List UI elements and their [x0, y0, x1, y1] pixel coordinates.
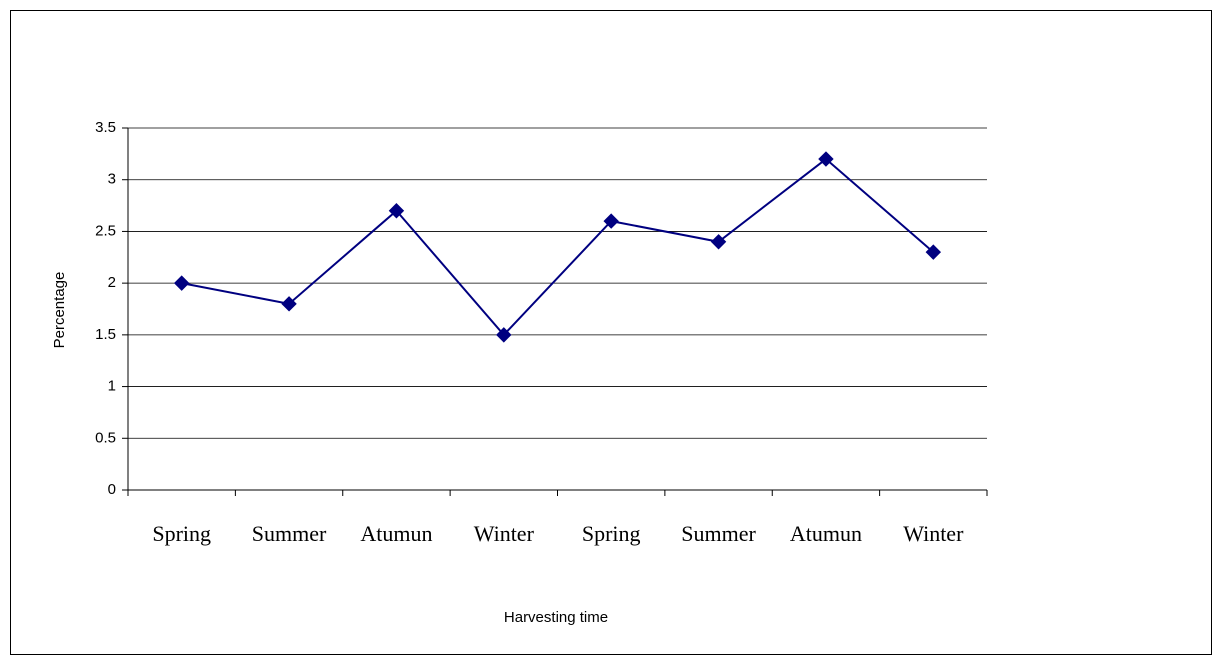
x-tick-label: Summer — [681, 521, 756, 546]
chart-border — [10, 10, 1212, 655]
x-tick-label: Spring — [582, 521, 641, 546]
x-tick-label: Spring — [152, 521, 211, 546]
x-tick-label: Winter — [903, 521, 964, 546]
marker — [388, 203, 405, 219]
marker — [496, 327, 512, 343]
x-tick-label: Winter — [474, 521, 535, 546]
marker — [173, 275, 190, 291]
y-axis-title: Percentage — [51, 272, 68, 349]
y-tick-label: 0.5 — [95, 429, 116, 446]
y-tick-label: 3 — [108, 171, 116, 188]
marker — [925, 244, 942, 260]
y-tick-label: 2.5 — [95, 222, 116, 239]
x-axis-title: Harvesting time — [504, 609, 608, 626]
y-tick-label: 2 — [108, 274, 116, 291]
y-tick-label: 1.5 — [95, 326, 116, 343]
marker — [710, 234, 727, 250]
y-tick-label: 3.5 — [95, 119, 116, 136]
y-tick-label: 0 — [108, 481, 116, 498]
marker — [281, 296, 297, 312]
x-tick-label: Summer — [252, 521, 327, 546]
marker — [603, 213, 619, 229]
x-tick-label: Atumun — [360, 521, 432, 546]
line — [181, 157, 934, 337]
marker — [818, 151, 834, 167]
y-tick-label: 1 — [108, 378, 116, 395]
x-tick-label: Atumun — [790, 521, 862, 546]
